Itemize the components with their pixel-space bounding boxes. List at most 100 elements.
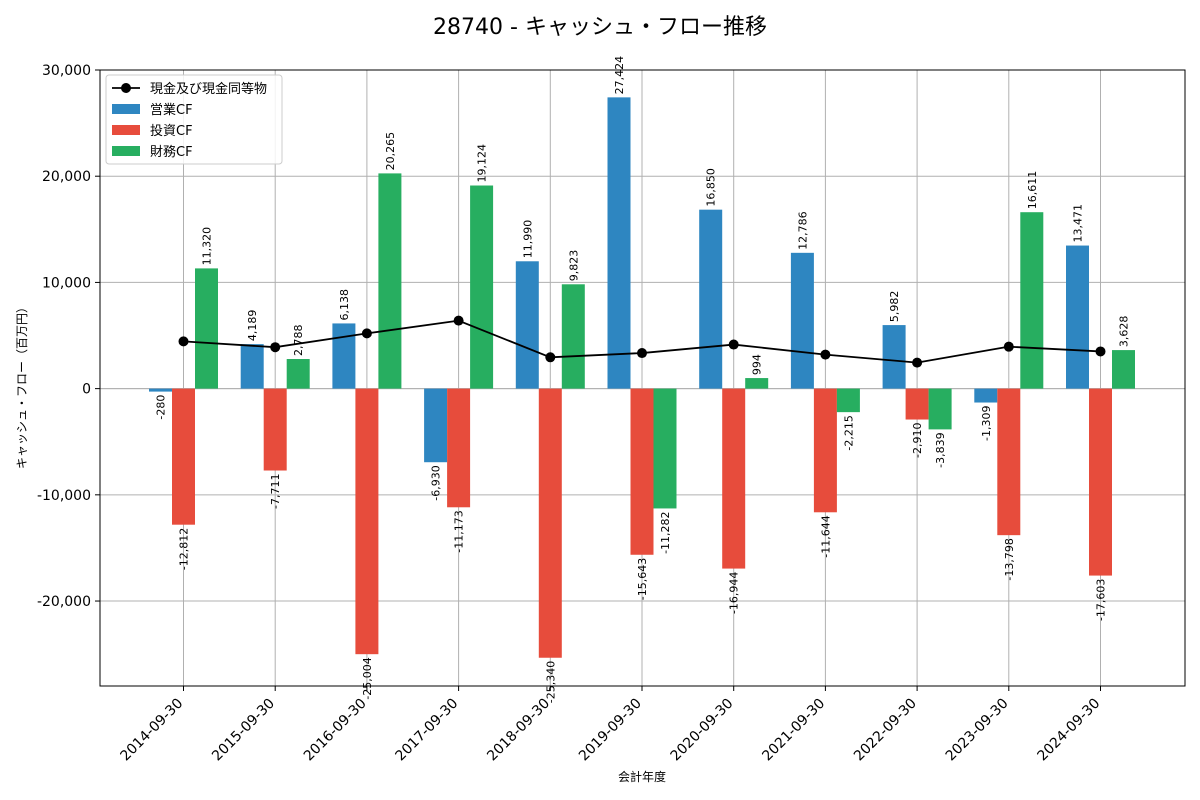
bar-財務CF-2014-09-30 <box>195 268 218 389</box>
legend-swatch <box>112 146 140 156</box>
data-label: -17,603 <box>1095 579 1108 621</box>
line-point-2018-09-30 <box>545 352 556 363</box>
chart-title: 28740 - キャッシュ・フロー推移 <box>433 15 767 40</box>
bar-財務CF-2015-09-30 <box>286 359 310 389</box>
bar-財務CF-2024-09-30 <box>1112 350 1135 389</box>
data-label: -11,282 <box>659 511 672 553</box>
line-point-2019-09-30 <box>637 348 647 359</box>
bar-営業CF-2019-09-30 <box>607 97 631 389</box>
y-tick-label: 20,000 <box>42 169 91 185</box>
bars-layer <box>149 97 1135 658</box>
bar-営業CF-2022-09-30 <box>882 325 906 389</box>
data-label: -1,309 <box>980 406 993 441</box>
y-tick-label: 10,000 <box>42 275 91 291</box>
bar-営業CF-2015-09-30 <box>240 344 264 389</box>
data-label: 16,850 <box>705 168 718 207</box>
data-label: 3,628 <box>1118 316 1131 348</box>
data-label: 9,823 <box>567 250 580 282</box>
data-label: 12,786 <box>796 211 809 250</box>
line-point-2014-09-30 <box>178 336 189 347</box>
x-tick-label: 2023-09-30 <box>943 696 1012 765</box>
data-label: -15,643 <box>636 558 649 600</box>
data-label: -13,798 <box>1003 538 1016 580</box>
y-axis-label: キャッシュ・フロー（百万円） <box>15 301 29 469</box>
bar-財務CF-2021-09-30 <box>836 388 860 413</box>
x-tick-label: 2020-09-30 <box>668 696 737 765</box>
data-label: 19,124 <box>476 144 489 182</box>
bar-投資CF-2021-09-30 <box>813 388 837 513</box>
x-tick-label: 2021-09-30 <box>759 696 828 765</box>
legend-swatch <box>112 125 140 135</box>
data-label: 27,424 <box>613 56 626 95</box>
bar-営業CF-2024-09-30 <box>1066 245 1089 389</box>
data-label: 13,471 <box>1072 204 1085 243</box>
data-label: -12,812 <box>178 528 191 570</box>
x-tick-label: 2024-09-30 <box>1034 696 1103 765</box>
bar-営業CF-2016-09-30 <box>332 323 356 389</box>
labels-layer: -280 4,189 6,138 -6,930 11,990 27,424 16,850 12… <box>155 56 1131 703</box>
bar-財務CF-2020-09-30 <box>745 378 769 389</box>
data-label: 994 <box>751 354 764 375</box>
y-tick-label: 0 <box>82 382 91 398</box>
bar-投資CF-2015-09-30 <box>263 388 287 471</box>
x-tick-label: 2017-09-30 <box>393 696 462 765</box>
bar-投資CF-2018-09-30 <box>538 388 562 658</box>
bar-営業CF-2020-09-30 <box>699 209 723 389</box>
x-tick-label: 2015-09-30 <box>209 696 278 765</box>
x-tick-label: 2019-09-30 <box>576 696 645 765</box>
legend-marker <box>121 83 131 93</box>
data-label: -3,839 <box>934 432 947 467</box>
bar-投資CF-2024-09-30 <box>1089 388 1112 576</box>
bar-財務CF-2018-09-30 <box>561 284 585 389</box>
data-label: 20,265 <box>384 132 397 171</box>
legend-label: 現金及び現金同等物 <box>150 81 267 97</box>
x-tick-label: 2018-09-30 <box>484 696 553 765</box>
legend-box <box>105 74 283 165</box>
x-tick-label: 2014-09-30 <box>117 696 186 765</box>
line-point-2023-09-30 <box>1003 341 1014 352</box>
data-label: 16,611 <box>1026 171 1039 210</box>
data-label: -11,173 <box>453 510 466 552</box>
bar-投資CF-2017-09-30 <box>447 388 471 508</box>
data-label: -25,004 <box>361 657 374 699</box>
bar-投資CF-2023-09-30 <box>997 388 1021 536</box>
data-label: -11,644 <box>819 515 832 557</box>
line-point-2020-09-30 <box>728 339 739 350</box>
line-point-2017-09-30 <box>453 315 464 326</box>
y-tick-label: -10,000 <box>37 488 91 504</box>
y-tick-label: -20,000 <box>37 594 91 610</box>
bar-投資CF-2016-09-30 <box>355 388 379 655</box>
data-label: -7,711 <box>269 474 282 509</box>
x-tick-label: 2022-09-30 <box>851 696 920 765</box>
x-axis-label: 会計年度 <box>618 769 666 784</box>
data-label: -2,910 <box>911 423 924 458</box>
bar-投資CF-2022-09-30 <box>905 388 929 420</box>
bar-投資CF-2019-09-30 <box>630 388 654 555</box>
data-label: -6,930 <box>430 465 443 500</box>
bar-財務CF-2017-09-30 <box>470 185 494 389</box>
bar-投資CF-2020-09-30 <box>722 388 746 569</box>
data-label: -2,215 <box>842 415 855 450</box>
legend-label: 財務CF <box>150 145 193 160</box>
bar-投資CF-2014-09-30 <box>172 388 195 525</box>
data-label: -280 <box>155 395 168 420</box>
data-label: 4,189 <box>246 310 259 342</box>
line-point-2024-09-30 <box>1095 346 1106 357</box>
legend-label: 営業CF <box>150 102 193 118</box>
bar-営業CF-2014-09-30 <box>149 388 172 392</box>
legend-label: 投資CF <box>150 123 193 139</box>
data-label: 11,990 <box>521 220 534 259</box>
legend-swatch <box>112 104 140 114</box>
line-point-2022-09-30 <box>912 357 923 368</box>
line-point-2021-09-30 <box>820 349 831 360</box>
y-tick-label: 30,000 <box>42 63 91 79</box>
data-label: 5,982 <box>888 291 901 323</box>
bar-営業CF-2018-09-30 <box>515 261 539 389</box>
x-tick-label: 2016-09-30 <box>301 696 370 765</box>
bar-営業CF-2017-09-30 <box>424 388 448 463</box>
data-label: -16,944 <box>728 572 741 614</box>
bar-営業CF-2023-09-30 <box>974 388 998 403</box>
bar-営業CF-2021-09-30 <box>790 252 814 389</box>
